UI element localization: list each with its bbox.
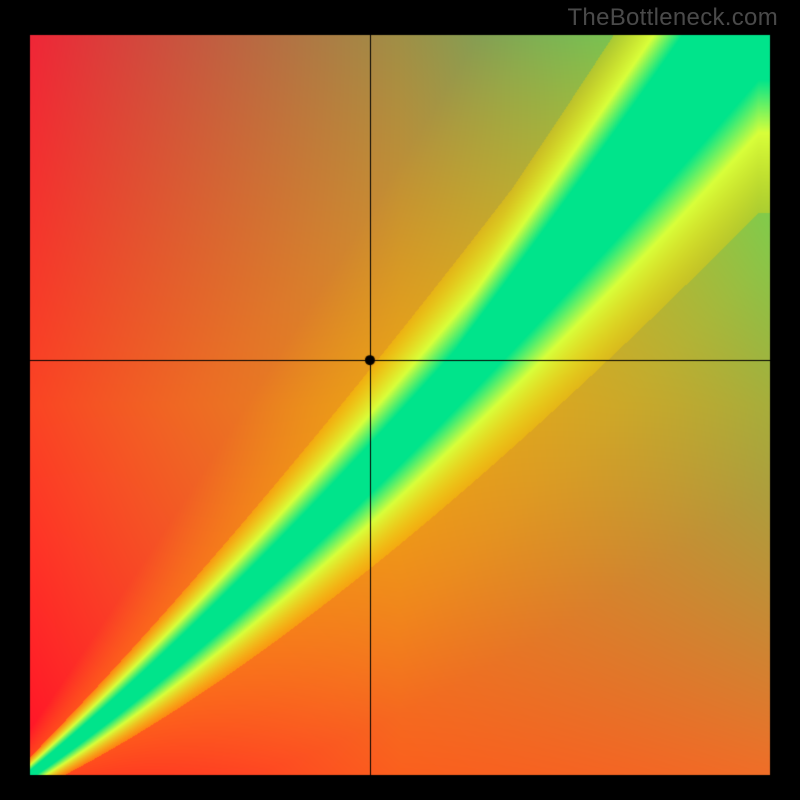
watermark-text: TheBottleneck.com (567, 4, 778, 32)
chart-container: TheBottleneck.com (0, 0, 800, 800)
heatmap-canvas (0, 0, 800, 800)
